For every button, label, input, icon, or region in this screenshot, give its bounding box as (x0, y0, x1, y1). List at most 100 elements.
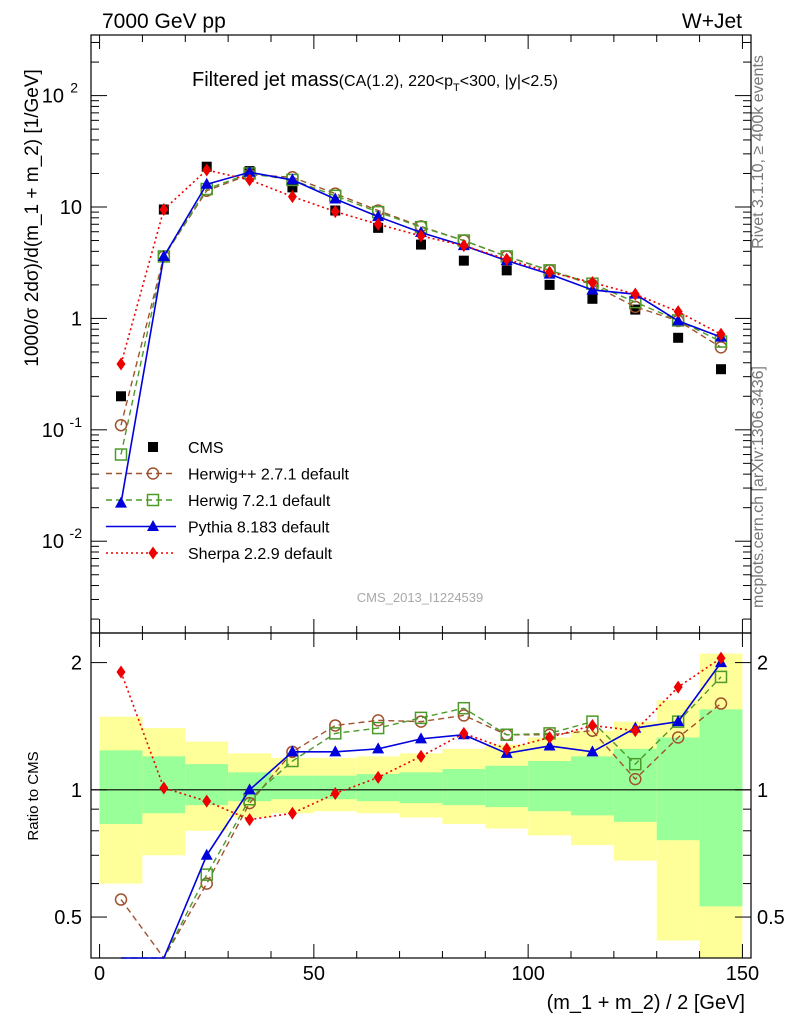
main-panel: Filtered jet mass(CA(1.2), 220<pT<300, |… (22, 69, 558, 605)
green-band-bin (656, 737, 700, 841)
herwigpp-point (329, 719, 342, 732)
sherpa-point (373, 770, 383, 784)
sherpa-point (716, 327, 726, 341)
sherpa-point (587, 718, 597, 732)
ratio-y-tick-label: 2 (757, 653, 768, 675)
sub-title-prefix: (CA(1.2), 220<p (339, 73, 453, 90)
cms-point (148, 442, 158, 452)
pythia-point (372, 742, 385, 754)
side-label-bottom: mcplots.cern.ch [arXiv:1306.3436] (750, 366, 767, 608)
sherpa-point (148, 546, 158, 560)
pythia-point (286, 745, 299, 757)
herwig7-point (200, 868, 213, 881)
pythia-point (672, 314, 685, 326)
main-frame (90, 34, 752, 634)
sherpa-point (287, 806, 297, 820)
herwigpp-line (120, 703, 722, 960)
ratio-y-tick-label: 0.5 (757, 907, 785, 929)
cms-point (501, 265, 512, 276)
herwig7-point (457, 701, 471, 715)
pythia-point (243, 165, 256, 177)
x-ticks (99, 35, 743, 958)
pythia-point (286, 173, 299, 185)
sherpa-line (120, 657, 722, 821)
main-title-text: Filtered jet mass (192, 69, 339, 91)
green-band-bin (571, 756, 614, 816)
pythia-point (329, 192, 342, 204)
cms-series (116, 161, 726, 402)
sherpa-point (202, 794, 212, 808)
pythia-point (200, 177, 213, 189)
pythia-point (329, 745, 342, 757)
sherpa-point (545, 730, 555, 744)
x-axis-label: (m_1 + m_2) / 2 [GeV] (547, 992, 745, 1014)
sherpa-point (502, 742, 512, 756)
pythia-point (157, 249, 170, 261)
ratio-y-label: Ratio to CMS (25, 751, 42, 840)
sherpa-point (716, 651, 726, 665)
sherpa-point (287, 190, 297, 204)
herwig7-point (146, 493, 160, 507)
x-tick-label: 100 (511, 963, 544, 985)
sherpa-point (159, 781, 169, 795)
herwigpp-point (114, 893, 128, 906)
x-tick-label: 0 (94, 963, 105, 985)
sherpa-point (159, 202, 169, 216)
green-band-bin (699, 709, 743, 907)
y-tick-label: 10 (60, 197, 82, 219)
ratio-bands (99, 653, 743, 958)
sherpa-point (416, 749, 426, 763)
main-y-tick-labels: 10 -2 10 -1 1 10 10 2 (42, 80, 82, 554)
pythia-point (200, 848, 213, 860)
sherpa-point (245, 813, 255, 827)
herwigpp-point (457, 709, 471, 722)
y-axis-label: 1000/σ 2dσ)/d(m_1 + m_2) [1/GeV] (22, 69, 43, 367)
y-tick-exponent: -2 (70, 525, 83, 541)
sherpa-point (245, 173, 255, 187)
pythia-point (586, 745, 599, 757)
herwig7-point (114, 448, 128, 461)
legend-label-sherpa: Sherpa 2.2.9 default (188, 546, 333, 563)
herwig7-point (329, 727, 342, 740)
watermark: CMS_2013_I1224539 (357, 590, 484, 605)
sherpa-series (116, 163, 726, 371)
herwigpp-point (714, 697, 728, 710)
cms-point (716, 364, 726, 375)
sherpa-point (416, 229, 426, 243)
cms-point (416, 239, 426, 250)
green-band-bin (99, 750, 143, 825)
pythia-point (672, 715, 685, 727)
sherpa-point (202, 163, 212, 177)
sherpa-point (502, 252, 512, 266)
cms-point (673, 332, 684, 343)
sherpa-point (116, 665, 126, 679)
herwigpp-line (120, 173, 722, 426)
cms-point (630, 304, 641, 315)
herwig7-point (714, 670, 728, 684)
green-band-bin (528, 761, 571, 812)
cms-point (587, 293, 598, 304)
cms-point (458, 255, 469, 266)
sherpa-point (630, 724, 640, 738)
pythia-point (415, 732, 427, 744)
herwig7-point (371, 721, 385, 735)
sherpa-point (373, 217, 383, 231)
y-tick-label: 10 (42, 420, 64, 442)
y-tick-label: 10 (42, 86, 64, 108)
main-title: Filtered jet mass(CA(1.2), 220<pT<300, |… (192, 69, 558, 94)
ratio-y-tick-label: 0.5 (54, 907, 82, 929)
pythia-point (243, 783, 256, 795)
herwig7-series (121, 670, 728, 959)
main-y-ticks (91, 41, 751, 620)
ratio-y-tick-label: 1 (757, 780, 768, 802)
ratio-y-ticks (91, 662, 751, 959)
legend-label-herwig7: Herwig 7.2.1 default (188, 493, 331, 510)
sherpa-line (120, 169, 722, 365)
cms-point (116, 391, 126, 402)
herwigpp-point (114, 418, 128, 432)
header-right: W+Jet (682, 10, 742, 33)
cms-point (544, 279, 555, 290)
ratio-y-tick-label: 2 (71, 653, 82, 675)
pythia-point (147, 520, 159, 531)
ratio-y-tick-label: 1 (71, 780, 82, 802)
